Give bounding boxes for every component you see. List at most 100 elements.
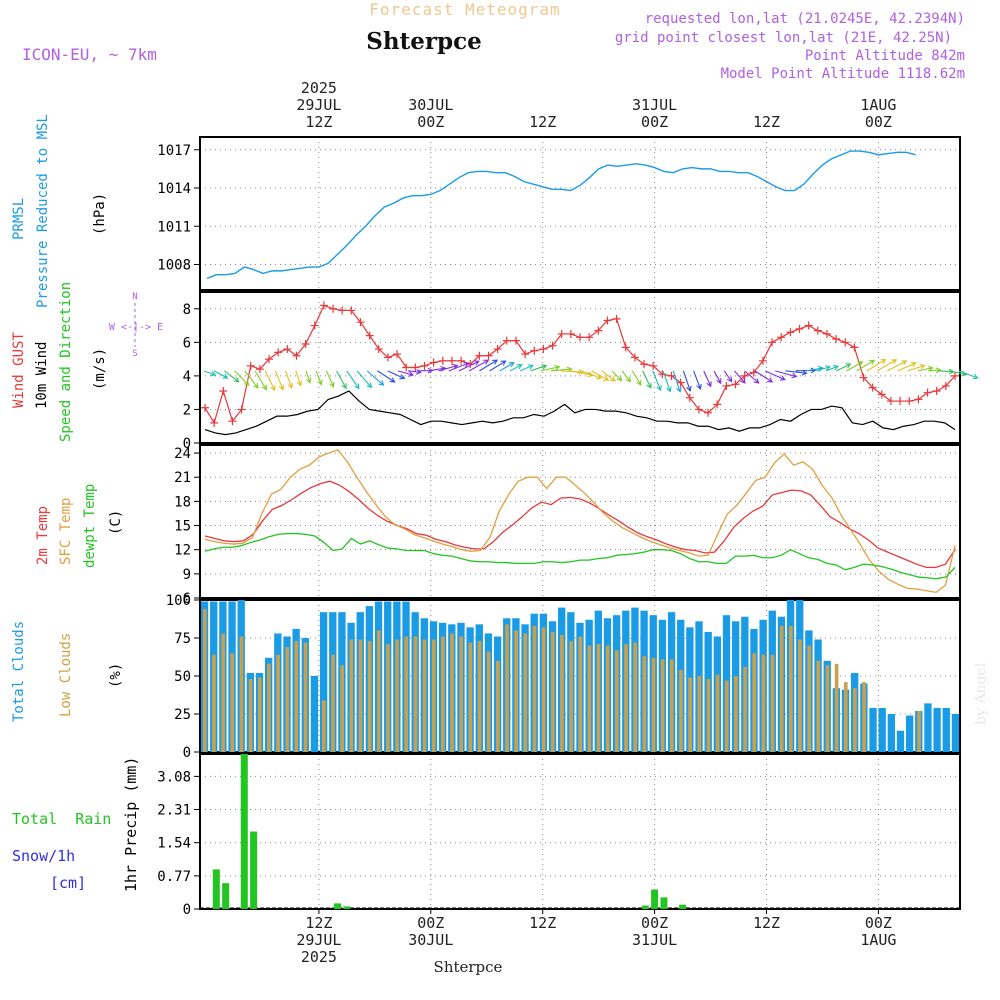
gust-point <box>237 405 246 414</box>
gust-point <box>932 386 941 395</box>
gust-point <box>557 329 566 338</box>
gust-point <box>612 314 621 323</box>
model-name: ICON-EU, ~ 7km <box>22 45 157 64</box>
total-rain-label: Total Rain <box>12 810 111 828</box>
total-clouds-bar <box>933 707 941 752</box>
low-clouds-bar <box>257 677 262 752</box>
low-clouds-bar <box>248 679 253 752</box>
low-clouds-bar <box>450 633 454 752</box>
wind10-label: 10m Wind <box>34 342 50 409</box>
snow-unit-label: [cm] <box>50 874 86 892</box>
low-clouds-bar <box>431 639 436 752</box>
gust-point <box>841 338 850 347</box>
wind-direction-arrow <box>479 359 499 372</box>
low-clouds-bar <box>651 657 656 752</box>
low-clouds-bar <box>605 645 610 752</box>
pressure-ytick-label: 1014 <box>157 181 191 197</box>
wind-direction-arrow <box>754 370 774 383</box>
gust-point <box>621 343 630 352</box>
low-clouds-label: Low Clouds <box>58 633 74 717</box>
wind-direction-arrow <box>856 359 876 372</box>
low-clouds-bar <box>505 624 509 752</box>
pressure-frame <box>199 136 961 291</box>
wind-direction-arrow <box>489 360 507 372</box>
total-clouds-label: Total Clouds <box>11 621 27 722</box>
low-clouds-bar <box>514 630 518 752</box>
gust-point <box>804 321 813 330</box>
wind-direction-arrow <box>958 370 979 380</box>
bottom-time-label: 30JUL <box>408 931 453 949</box>
wind-direction-arrow <box>448 361 470 372</box>
gust-point <box>886 397 895 406</box>
wind-direction-arrow <box>744 370 760 384</box>
gust-point <box>429 358 438 367</box>
low-clouds-bar <box>706 679 711 752</box>
location-title: Shterpce <box>366 28 481 55</box>
low-clouds-bar <box>615 650 619 752</box>
gust-point <box>383 353 392 362</box>
low-clouds-bar <box>862 682 866 752</box>
low-clouds-bar <box>715 674 720 752</box>
rain-bar <box>343 906 351 909</box>
gust-point <box>539 345 548 354</box>
low-clouds-bar <box>459 636 464 752</box>
gust-point <box>868 383 877 392</box>
rain-bar <box>240 754 248 909</box>
gust-point <box>265 355 274 364</box>
wind-direction-arrow <box>224 370 240 383</box>
total-clouds-bar <box>310 676 319 752</box>
gust-point <box>923 388 932 397</box>
dewpt-label: dewpt Temp <box>82 484 98 568</box>
wind-direction-arrow <box>887 360 908 372</box>
low-clouds-bar <box>468 642 473 752</box>
low-clouds-bar <box>825 665 830 752</box>
gust-point <box>667 371 676 380</box>
gust-point <box>658 370 667 379</box>
gust-point <box>603 316 612 325</box>
gust-point <box>301 340 310 349</box>
compass-n-label: N <box>132 292 137 302</box>
rain-bar <box>222 883 230 909</box>
wind-direction-arrow <box>336 370 347 390</box>
gust-point <box>713 400 722 409</box>
gust-point <box>951 371 959 380</box>
total-clouds-bar <box>896 730 905 752</box>
wind-frame <box>199 291 961 444</box>
temp-labels: 2m Temp SFC Temp dewpt Temp (C) <box>35 484 124 568</box>
low-clouds-bar <box>779 625 784 752</box>
low-clouds-bar <box>578 636 583 752</box>
bottom-time-label: 00Z <box>641 914 668 932</box>
rain-bar <box>334 903 342 909</box>
gust-point <box>210 418 219 427</box>
low-clouds-bar <box>303 642 308 752</box>
pressure-ytick-label: 1008 <box>157 258 191 274</box>
gust-point <box>786 328 795 337</box>
pressure-unit-label: (hPa) <box>92 193 108 235</box>
gust-point <box>630 353 639 362</box>
low-clouds-bar <box>230 653 235 752</box>
gust-point <box>420 361 429 370</box>
precip-ytick-label: 1.54 <box>157 836 191 852</box>
low-clouds-bar <box>340 665 344 752</box>
wind-direction-arrow <box>530 364 548 372</box>
total-clouds-bar <box>951 714 960 752</box>
point-altitude: Point Altitude 842m <box>805 48 965 64</box>
top-time-label: 29JUL <box>296 96 341 114</box>
credit-label: by Angel <box>973 662 989 725</box>
rain-bar <box>641 905 649 909</box>
wind-direction-arrow <box>366 370 385 386</box>
gust-point <box>310 321 319 330</box>
low-clouds-bar <box>679 669 683 752</box>
pressure-labels: PRMSL Pressure Reduced to MSL (hPa) <box>11 114 108 308</box>
gust-point <box>704 408 713 417</box>
wind-direction-arrow <box>581 370 603 380</box>
bottom-time-label: 31JUL <box>632 931 677 949</box>
precip-frame <box>199 753 961 910</box>
total-clouds-bar <box>905 715 914 752</box>
rain-bar <box>250 831 258 909</box>
low-clouds-bar <box>669 659 674 752</box>
wind-direction-arrow <box>713 370 722 385</box>
bottom-time-label: 2025 <box>301 948 337 966</box>
